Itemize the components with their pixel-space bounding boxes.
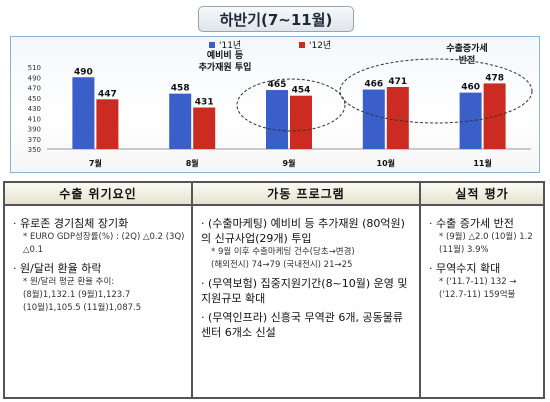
table-item: · 원/달러 환율 하락 * 원/달러 평균 환율 추이: (8월)1,132.1 … [13, 261, 185, 315]
bar-series-1 [169, 93, 192, 149]
item-text: · (무역보험) 집중지원기간(8~10월) 운영 및 지원규모 확대 [201, 277, 408, 305]
bar-chart: 350 370 390 410 430 450 470 490 510 490 447 7월 458 43… [28, 40, 533, 168]
y-tick-label: 370 [28, 136, 41, 144]
column-performance: 실적 평가 · 수출 증가세 반전 * (9월) △2.0 (10월) 1.2 (… [421, 183, 543, 397]
x-tick-label: 8월 [186, 158, 199, 168]
data-label: 478 [485, 73, 504, 83]
x-tick-label: 7월 [89, 158, 102, 168]
item-note: * (9월) △2.0 (10월) 1.2 (11월) 3.9% [439, 232, 533, 255]
y-tick-label: 350 [28, 146, 41, 154]
data-label: 460 [461, 83, 480, 93]
table-item: · 유로존 경기침체 장기화 * EURO GDP성장률(%) : (2Q) △0… [13, 216, 185, 257]
x-tick-label: 11월 [473, 158, 492, 168]
data-label: 471 [388, 77, 407, 87]
y-tick-label: 490 [28, 74, 41, 82]
item-text: · 유로존 경기침체 장기화 [13, 217, 129, 230]
bar-series-2 [290, 95, 312, 149]
column-header: 가동 프로그램 [193, 183, 419, 206]
annotation-text: 수출증가세 반전 [446, 42, 487, 66]
data-label: 447 [98, 89, 117, 99]
x-tick-label: 10월 [377, 158, 396, 168]
legend-swatch [209, 42, 215, 48]
bar-series-2 [193, 107, 216, 149]
column-body: · 유로존 경기침체 장기화 * EURO GDP성장률(%) : (2Q) △0… [5, 206, 191, 315]
table-item: · (무역보험) 집중지원기간(8~10월) 운영 및 지원규모 확대 [201, 276, 413, 306]
column-body: · 수출 증가세 반전 * (9월) △2.0 (10월) 1.2 (11월) 3… [421, 206, 543, 302]
item-text: · (무역인프라) 신흥국 무역관 6개, 공동물류센터 6개소 신설 [201, 311, 403, 339]
item-note: (8월)1,132.1 (9월)1,123.7 [23, 290, 131, 300]
item-note: * EURO GDP성장률(%) : (2Q) △0.2 (3Q) △0.1 [23, 232, 185, 255]
data-label: 466 [364, 80, 383, 90]
item-note: * 9월 이후 수출마케팅 건수(당초→변경) [211, 247, 355, 257]
y-tick-label: 390 [28, 126, 41, 134]
table-item: · 수출 증가세 반전 * (9월) △2.0 (10월) 1.2 (11월) 3… [429, 216, 537, 257]
x-tick-label: 9월 [283, 158, 296, 168]
page-title: 하반기(7~11월) [198, 6, 354, 32]
bar-series-1 [72, 77, 95, 149]
y-tick-label: 510 [28, 64, 41, 72]
y-tick-label: 470 [28, 85, 41, 93]
data-label: 490 [74, 67, 93, 77]
item-note: (해외전시) 74→79 (국내전시) 21→25 [211, 260, 353, 270]
column-body: · (수출마케팅) 예비비 등 추가재원 (80억원)의 신규사업(29개) 투… [193, 206, 419, 340]
data-label: 458 [171, 84, 190, 94]
y-tick-label: 410 [28, 115, 41, 123]
legend-label: '11년 [219, 40, 241, 51]
legend-swatch [299, 42, 305, 48]
column-programs: 가동 프로그램 · (수출마케팅) 예비비 등 추가재원 (80억원)의 신규사… [193, 183, 421, 397]
data-label: 454 [292, 86, 311, 96]
item-note: * 원/달러 평균 환율 추이: [23, 277, 115, 287]
legend-label: '12년 [309, 40, 331, 51]
table-item: · 무역수지 확대 * ('11.7-11) 132 → ('12.7-11) 1… [429, 261, 537, 302]
item-note: * ('11.7-11) 132 → ('12.7-11) 159억불 [439, 277, 517, 300]
y-tick-label: 450 [28, 95, 41, 103]
item-text: · 원/달러 환율 하락 [13, 262, 102, 275]
bar-series-2 [96, 99, 119, 149]
data-label: 465 [268, 80, 287, 90]
table-item: · (무역인프라) 신흥국 무역관 6개, 공동물류센터 6개소 신설 [201, 310, 413, 340]
y-tick-label: 430 [28, 105, 41, 113]
column-crisis-factors: 수출 위기요인 · 유로존 경기침체 장기화 * EURO GDP성장률(%) :… [5, 183, 193, 397]
bar-series-2 [386, 86, 409, 149]
summary-table: 수출 위기요인 · 유로존 경기침체 장기화 * EURO GDP성장률(%) :… [3, 181, 545, 399]
item-text: · 무역수지 확대 [429, 262, 501, 275]
column-header: 수출 위기요인 [5, 183, 191, 206]
highlight-ellipse [236, 78, 346, 132]
annotation-text: 예비비 등 추가재원 투입 [199, 49, 252, 73]
item-text: · (수출마케팅) 예비비 등 추가재원 (80억원)의 신규사업(29개) 투… [201, 217, 405, 245]
table-item: · (수출마케팅) 예비비 등 추가재원 (80억원)의 신규사업(29개) 투… [201, 216, 413, 272]
data-label: 431 [195, 97, 214, 107]
bar-series-1 [266, 90, 288, 149]
bar-series-1 [362, 89, 385, 149]
bar-chart-panel: 350 370 390 410 430 450 470 490 510 490 447 7월 458 43… [10, 36, 540, 173]
highlight-ellipse [339, 58, 533, 124]
column-header: 실적 평가 [421, 183, 543, 206]
item-note: (10월)1,105.5 (11월)1,087.5 [23, 303, 142, 313]
item-text: · 수출 증가세 반전 [429, 217, 514, 230]
